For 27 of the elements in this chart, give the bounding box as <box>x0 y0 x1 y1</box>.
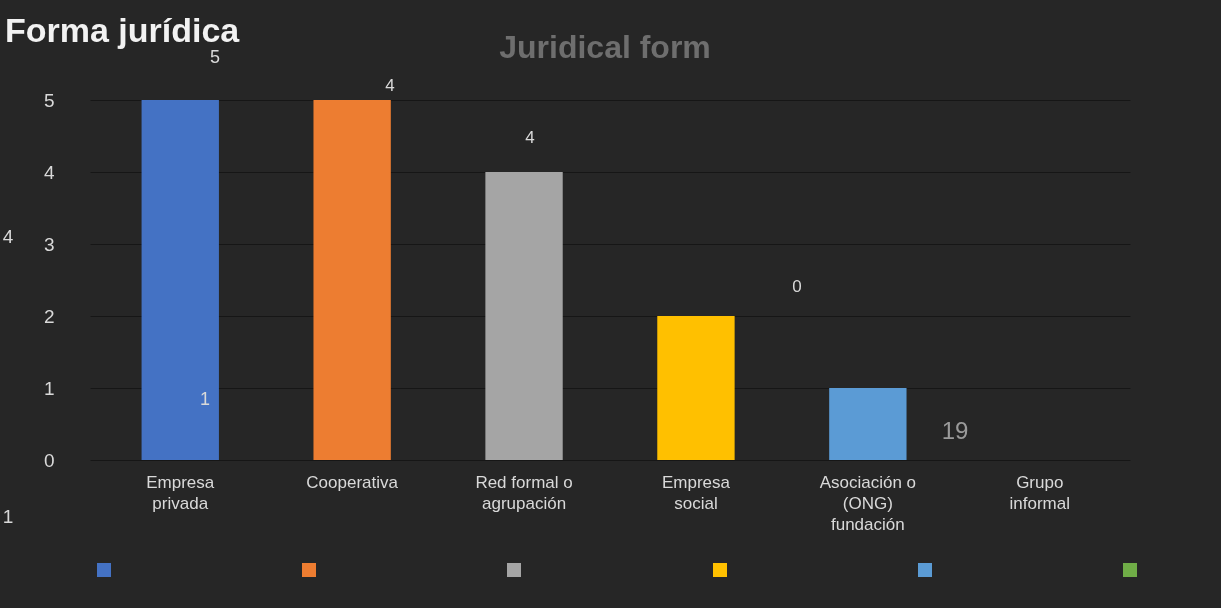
annotation: 19 <box>941 417 969 444</box>
x-tick-label: Empresa privada <box>146 472 215 513</box>
y-tick-label: 5 <box>43 89 55 111</box>
annotation: 1 <box>199 389 211 409</box>
text: 4 <box>385 76 395 95</box>
chart-title: Forma jurídica <box>5 11 241 49</box>
bar <box>829 388 907 460</box>
x-tick-label: Grupo informal <box>1009 472 1070 513</box>
bar <box>141 100 219 460</box>
chart-subtitle: Juridical form <box>499 29 711 65</box>
x-tick-label: Empresa social <box>661 472 731 513</box>
text: 4 <box>2 226 14 247</box>
annotation: 0 <box>792 277 802 296</box>
x-tick-label: Red formal o agrupación <box>475 472 573 513</box>
bar <box>657 316 735 460</box>
y-tick-label: 0 <box>43 449 55 471</box>
y-tick-label: 2 <box>43 305 55 327</box>
x-tick-label: Asociación o (ONG) fundación <box>819 472 917 534</box>
bar <box>485 172 563 460</box>
y-tick-label: 3 <box>43 233 55 255</box>
bar <box>313 100 391 460</box>
y-tick-label: 4 <box>43 161 55 183</box>
y-tick-label: 1 <box>43 377 55 399</box>
x-tick-label: Cooperativa <box>306 472 399 492</box>
annotation: 4 <box>525 128 535 147</box>
text: 1 <box>2 506 14 527</box>
text: 5 <box>209 47 221 67</box>
